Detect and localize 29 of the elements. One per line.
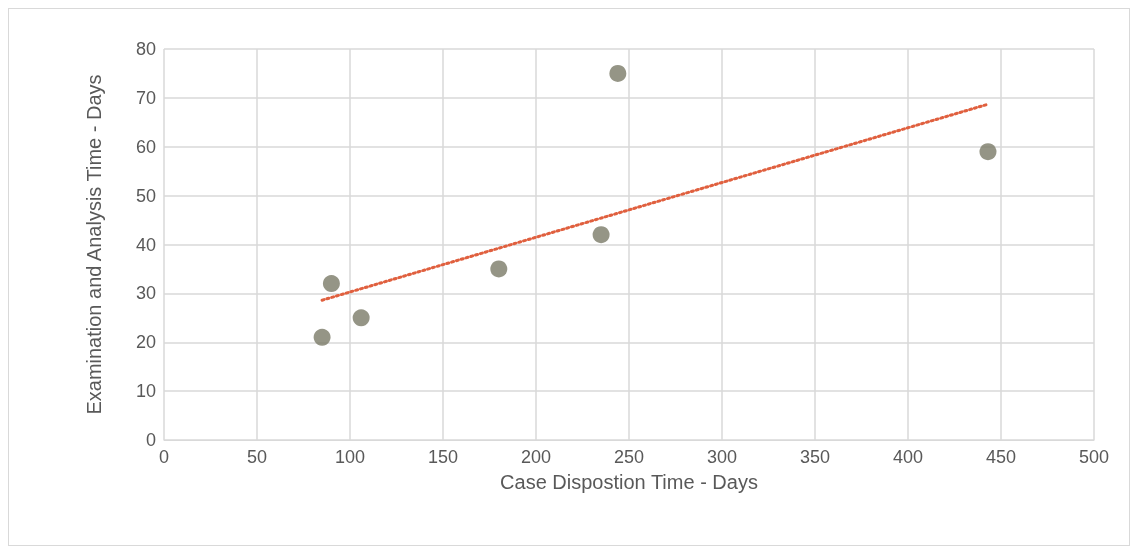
point [979, 143, 997, 161]
x-tick-label: 50 [246, 447, 268, 467]
point [609, 64, 627, 82]
y-tick-label: 60 [135, 136, 156, 157]
x-tick-label: 200 [520, 447, 552, 467]
x-tick-label: 0 [158, 447, 170, 467]
y-tick-label: 30 [135, 283, 156, 304]
y-tick-label: 40 [135, 234, 156, 255]
point [592, 226, 610, 244]
point [313, 328, 331, 346]
y-tick-label: 80 [135, 39, 156, 59]
point [352, 309, 370, 327]
x-tick-label: 500 [1078, 447, 1110, 467]
x-tick-label: 350 [799, 447, 831, 467]
x-axis-title: Case Dispostion Time - Days [500, 471, 758, 493]
x-tick-label: 150 [427, 447, 459, 467]
x-tick-label: 250 [613, 447, 645, 467]
x-tick-label: 450 [985, 447, 1017, 467]
point [490, 260, 508, 278]
y-axis-title: Examination and Analysis Time - Days [83, 74, 105, 415]
y-tick-label: 0 [145, 430, 156, 450]
y-tick-label: 70 [135, 87, 156, 108]
x-tick-label: 300 [706, 447, 738, 467]
x-tick-label: 400 [892, 447, 924, 467]
y-tick-label: 10 [135, 381, 156, 402]
x-tick-label: 100 [334, 447, 366, 467]
point [322, 275, 340, 293]
y-tick-label: 20 [135, 332, 156, 353]
y-tick-label: 50 [135, 185, 156, 206]
